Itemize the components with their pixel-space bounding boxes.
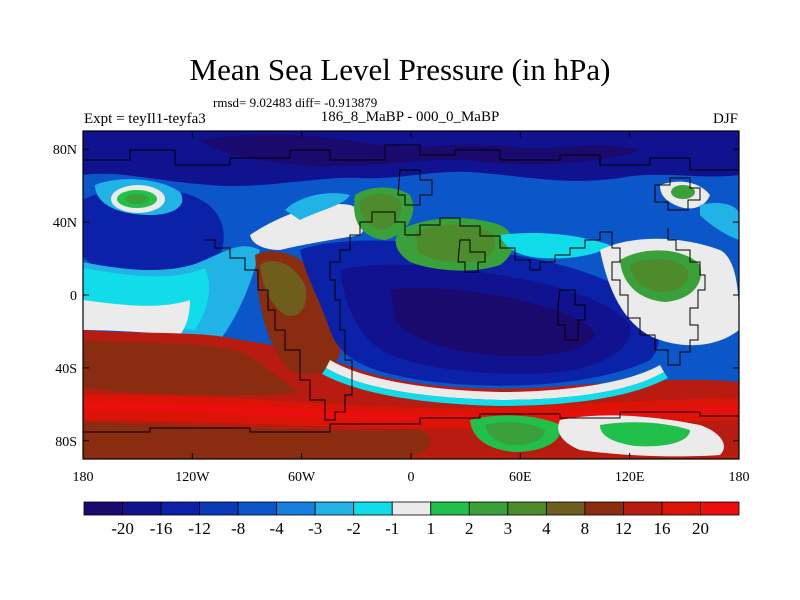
colorbar-swatch (468, 501, 509, 516)
y-tick-label: 40N (53, 216, 77, 231)
season-label: DJF (712, 111, 738, 127)
colorbar-label: -8 (231, 519, 245, 538)
colorbar-swatch (237, 501, 278, 516)
colorbar-swatch (199, 501, 239, 516)
colorbar-label: -4 (270, 519, 285, 538)
chart-title: Mean Sea Level Pressure (in hPa) (189, 52, 611, 87)
x-tick-label: 0 (408, 470, 415, 485)
colorbar-label: 16 (653, 519, 670, 538)
colorbar-swatch (584, 501, 624, 516)
y-tick-label: 0 (70, 289, 77, 304)
colorbar-label: -12 (188, 519, 211, 538)
colorbar-swatch (276, 501, 316, 516)
x-tick-label: 60W (288, 470, 316, 485)
contour-field (83, 131, 739, 459)
colorbar-swatch (623, 501, 663, 516)
experiment-label: Expt = teyIl1-teyfa3 (84, 111, 206, 127)
colorbar-swatch (122, 501, 162, 516)
colorbar-label: 2 (465, 519, 474, 538)
colorbar: -20 -16 -12 -8 -4 -3 -2 -1 1 2 3 4 8 12 16 20 (83, 501, 740, 538)
y-tick-label: 80N (53, 143, 77, 158)
x-tick-label: 120W (175, 470, 210, 485)
colorbar-label: 3 (504, 519, 513, 538)
colorbar-swatch (314, 501, 355, 516)
y-tick-label: 40S (55, 362, 77, 377)
colorbar-label: 4 (542, 519, 551, 538)
colorbar-label: 12 (615, 519, 632, 538)
colorbar-swatch (661, 501, 701, 516)
x-tick-label: 180 (73, 470, 94, 485)
colorbar-label: -20 (111, 519, 134, 538)
colorbar-swatch (430, 501, 470, 516)
colorbar-swatch (507, 501, 547, 516)
colorbar-label: 8 (581, 519, 590, 538)
colorbar-label: 1 (427, 519, 436, 538)
coastlines (83, 144, 739, 433)
colorbar-label: 20 (692, 519, 709, 538)
colorbar-swatch (353, 501, 393, 516)
x-tick-label: 180 (729, 470, 750, 485)
colorbar-label: -1 (385, 519, 399, 538)
x-axis: 180 120W 60W 0 60E 120E 180 (73, 131, 750, 485)
colorbar-swatch (83, 501, 123, 516)
y-axis: 80N 40N 0 40S 80S (53, 143, 739, 450)
period-label: 186_8_MaBP - 000_0_MaBP (320, 109, 500, 125)
x-tick-label: 120E (615, 470, 645, 485)
x-tick-label: 60E (509, 470, 532, 485)
colorbar-label: -3 (308, 519, 322, 538)
y-tick-label: 80S (55, 435, 77, 450)
colorbar-swatch (391, 501, 432, 516)
colorbar-label: -16 (150, 519, 173, 538)
colorbar-label: -2 (347, 519, 361, 538)
colorbar-swatch (700, 501, 740, 516)
colorbar-swatch (160, 501, 200, 516)
stats-label: rmsd= 9.02483 diff= -0.913879 (213, 95, 378, 110)
colorbar-swatch (545, 501, 586, 516)
